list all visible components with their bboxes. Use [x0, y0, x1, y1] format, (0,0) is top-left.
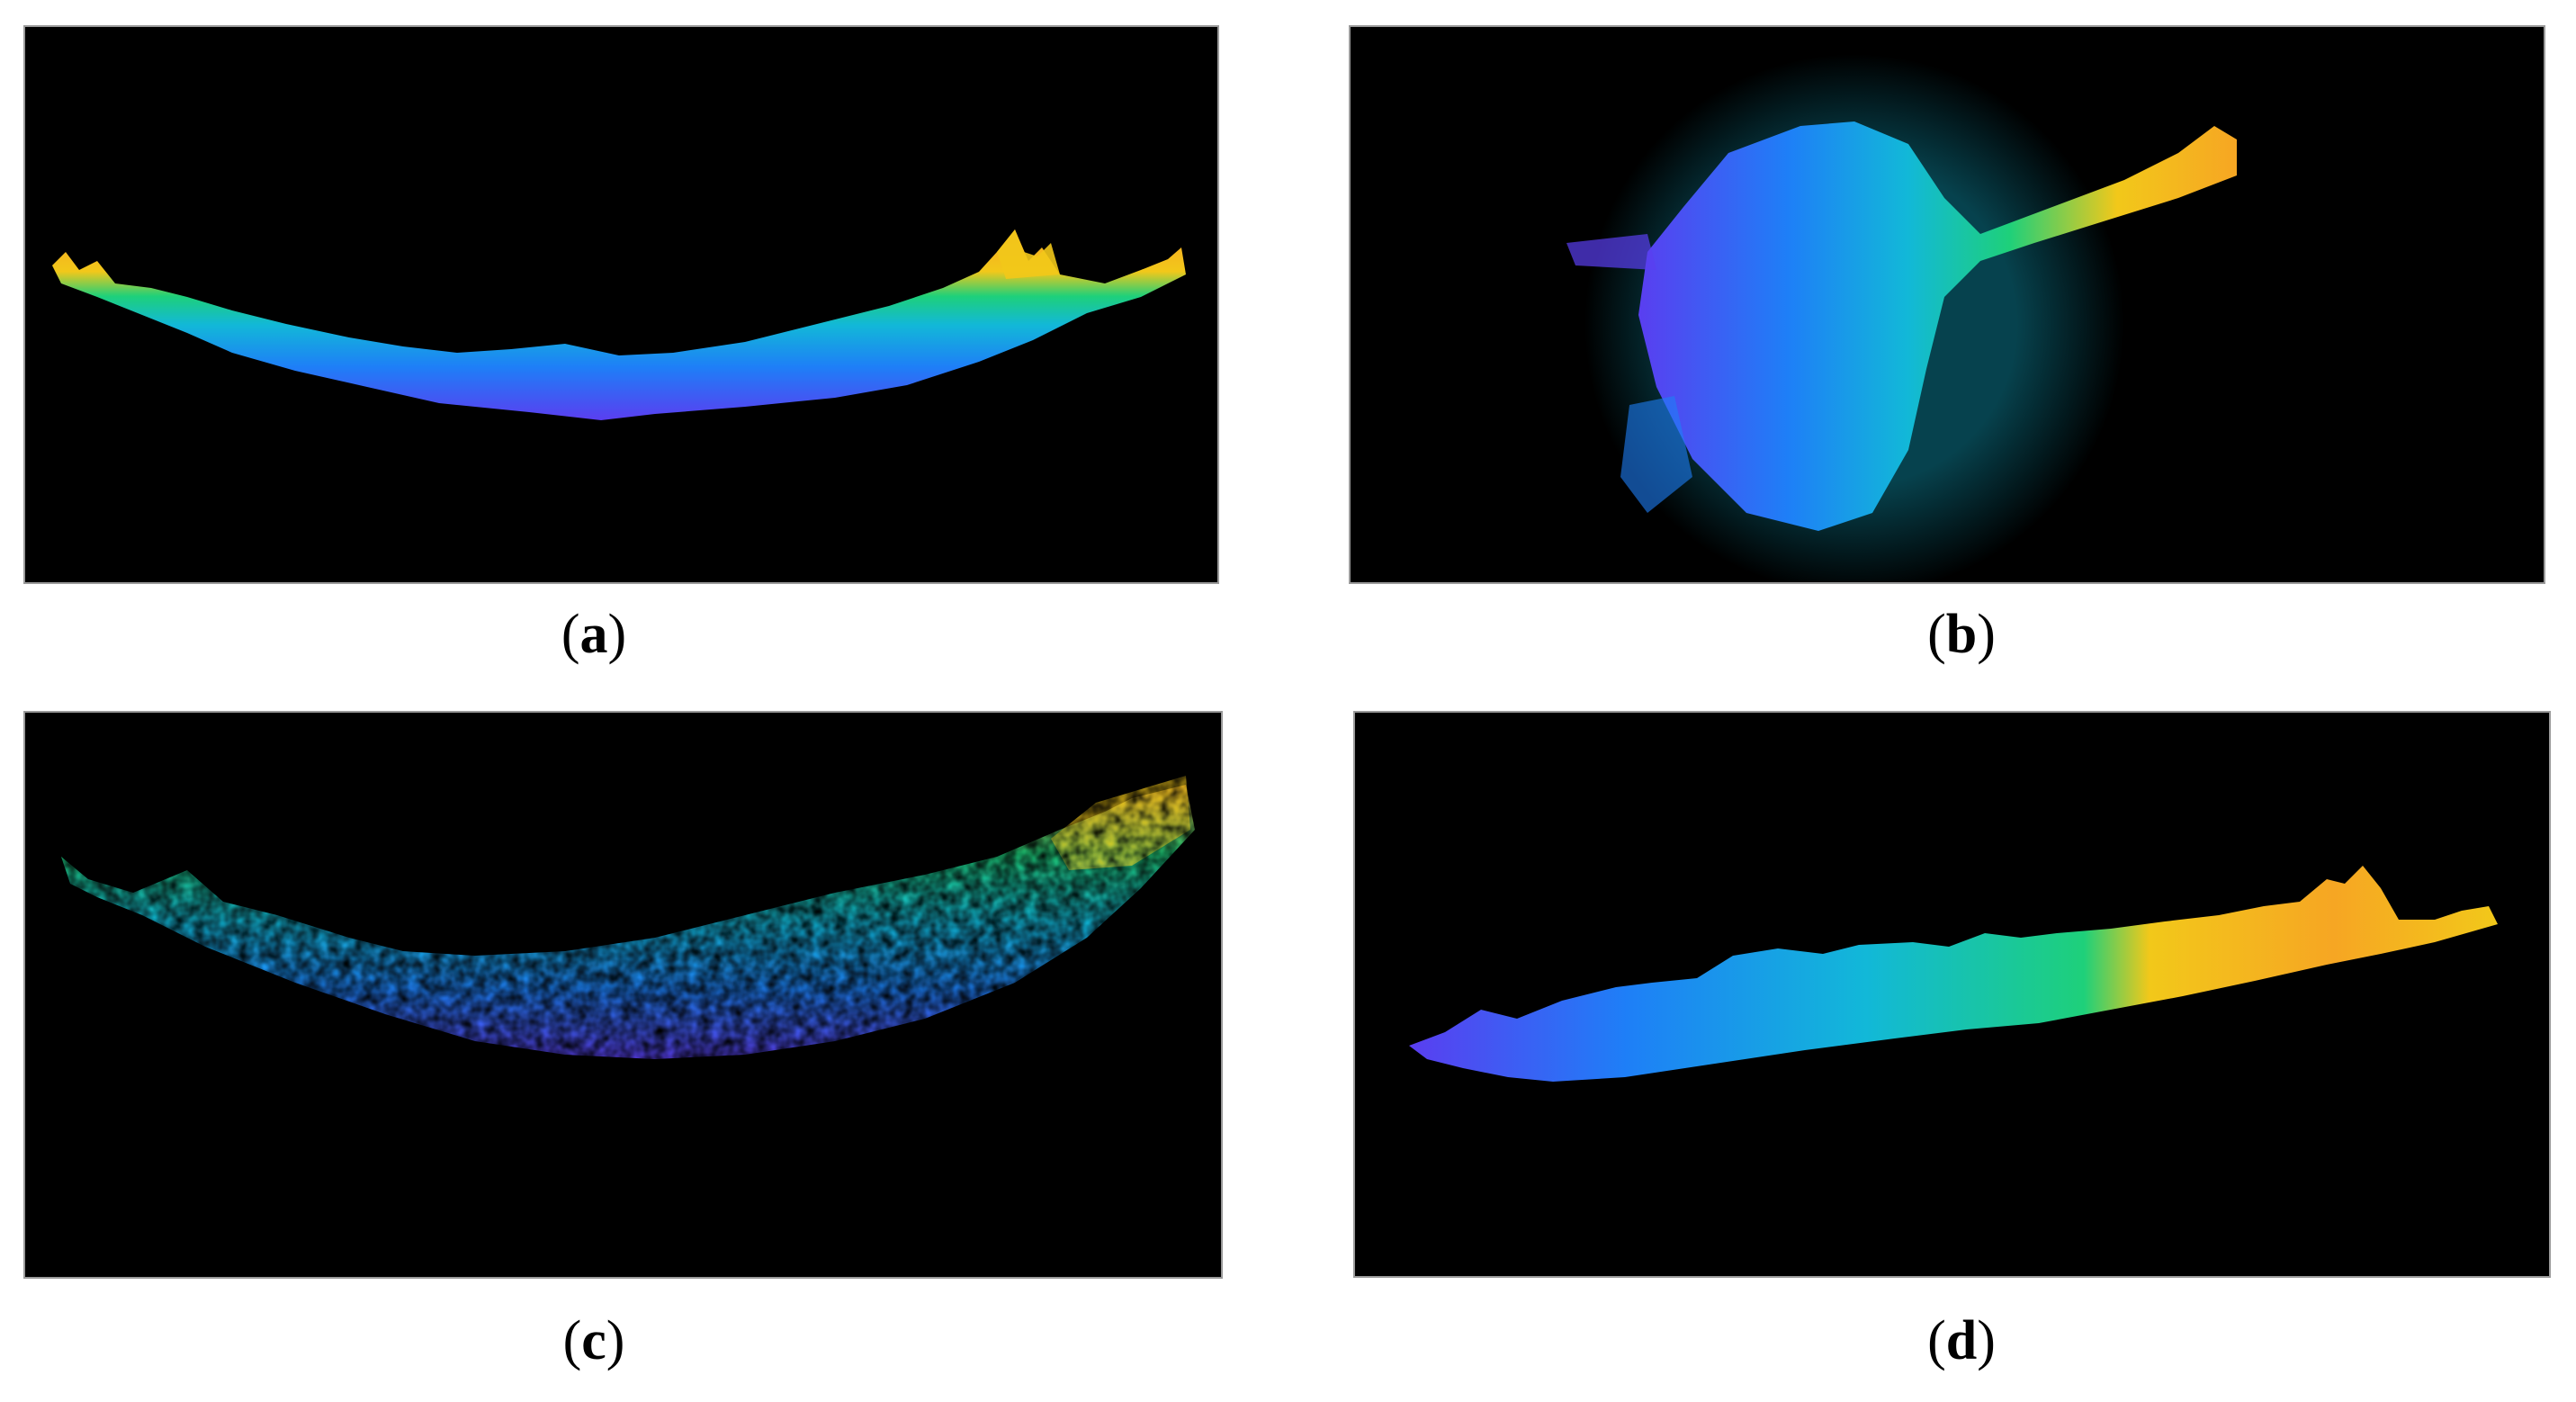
- point-cloud-b-graphic: [1566, 54, 2237, 582]
- panel-b-label: (b): [1927, 604, 1996, 665]
- panel-a-label: (a): [561, 604, 627, 665]
- point-cloud-c-graphic: [61, 776, 1195, 1059]
- panel-d-label: (d): [1927, 1310, 1996, 1371]
- panel-c-point-cloud: [25, 713, 1221, 1277]
- panel-a-letter: a: [579, 604, 608, 665]
- panel-b-letter: b: [1945, 604, 1978, 665]
- panel-b-point-cloud: [1351, 27, 2544, 582]
- panel-d-point-cloud: [1355, 713, 2549, 1276]
- panel-c-label: (c): [562, 1310, 625, 1371]
- point-cloud-d-graphic: [1409, 866, 2498, 1082]
- panel-a-point-cloud: [25, 27, 1217, 582]
- panel-d-letter: d: [1945, 1310, 1978, 1371]
- panel-c-letter: c: [581, 1310, 606, 1371]
- point-cloud-a-graphic: [52, 229, 1186, 420]
